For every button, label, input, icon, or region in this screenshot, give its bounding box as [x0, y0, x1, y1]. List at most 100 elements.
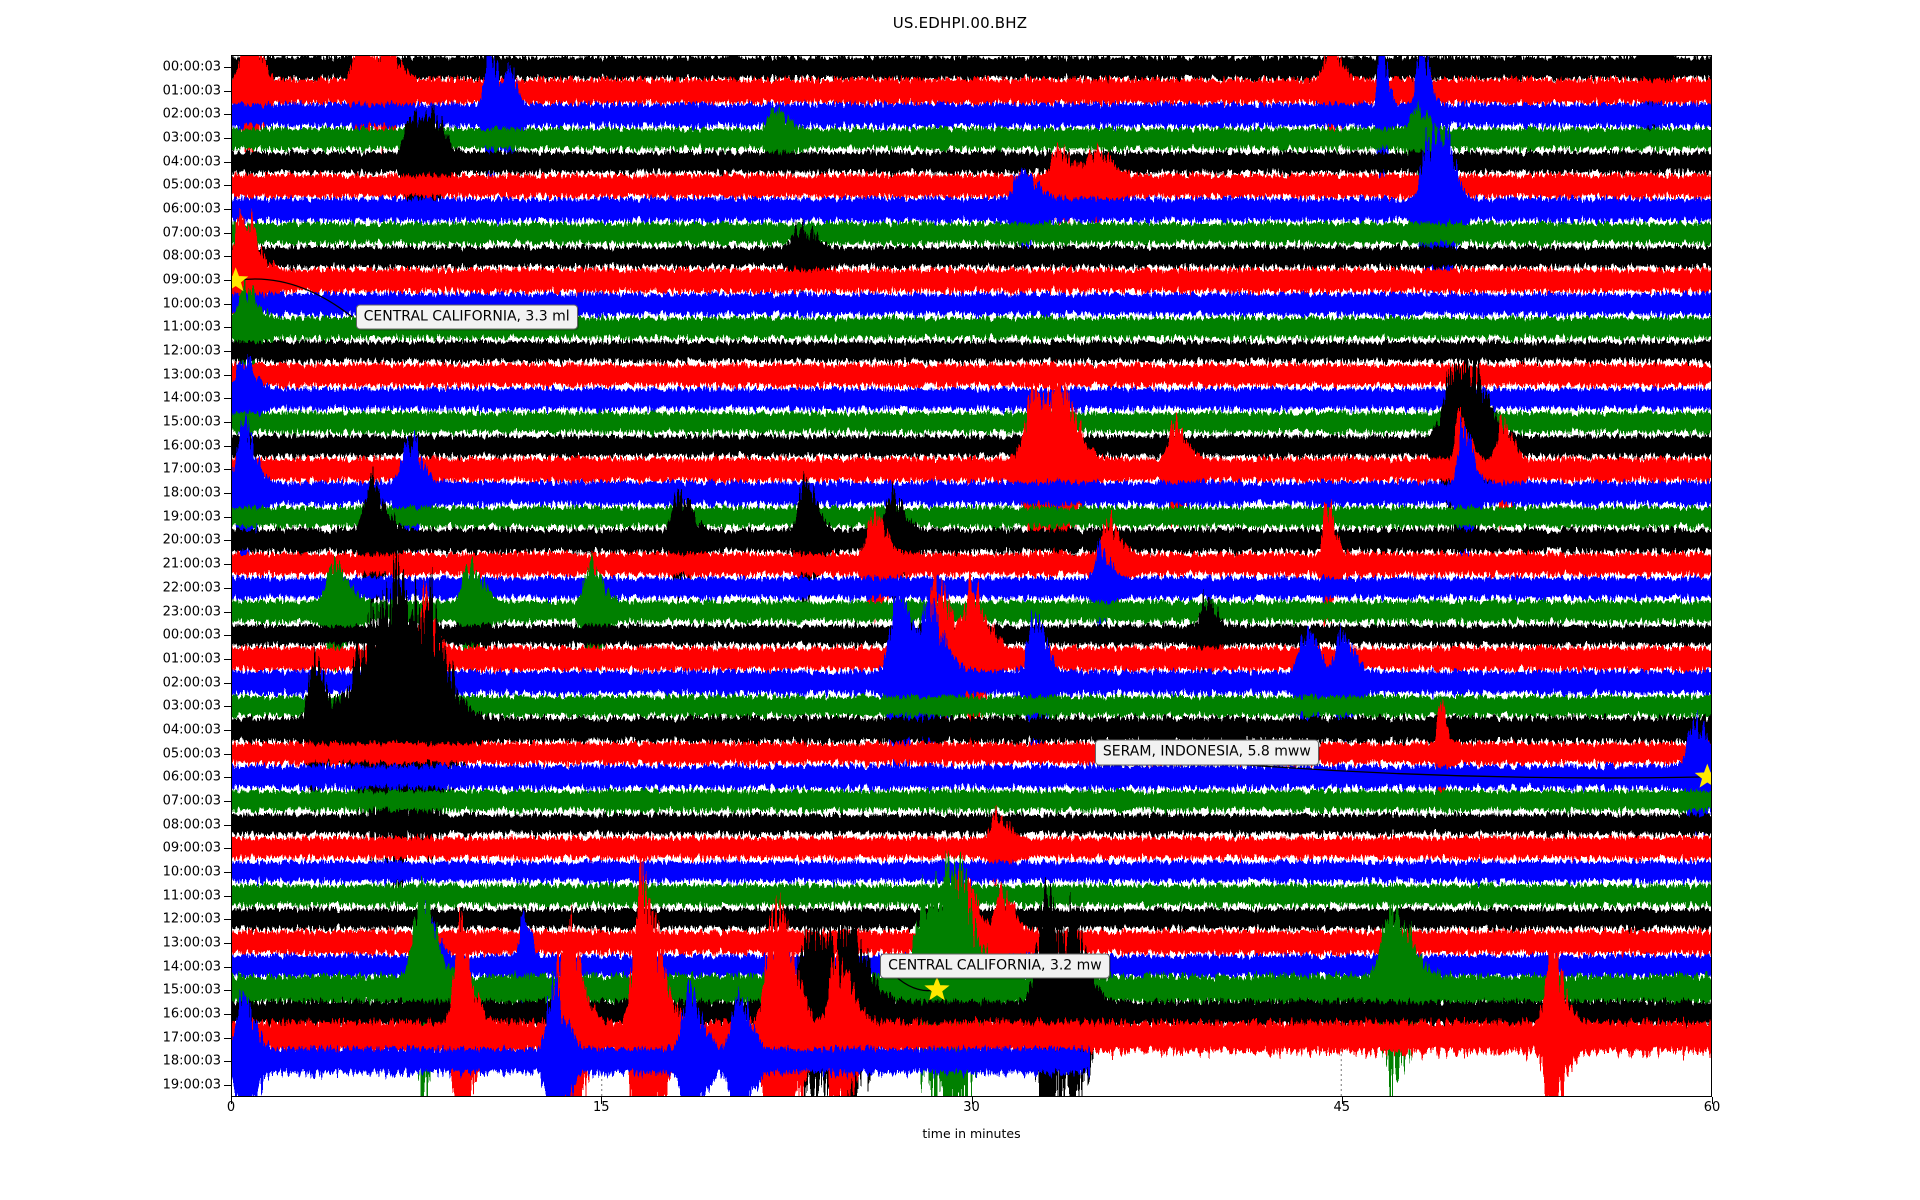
y-axis-tick-mark [224, 185, 231, 187]
y-axis-tick-label: 07:00:03 [162, 793, 221, 809]
y-axis-tick-label: 19:00:03 [162, 509, 221, 525]
y-axis-tick-mark [224, 943, 231, 945]
y-axis-tick-mark [224, 682, 231, 684]
page-title: US.EDHPI.00.BHZ [892, 14, 1028, 32]
x-axis-tick-labels: 0 15 30 45 60 [227, 1100, 1720, 1126]
waveform-traces [232, 56, 1711, 1096]
y-axis-tick-label: 19:00:03 [162, 1077, 221, 1093]
y-axis-tick-label: 18:00:03 [162, 485, 221, 501]
y-axis-tick-label: 07:00:03 [162, 225, 221, 241]
x-axis-tick-label: 0 [226, 1100, 236, 1115]
plot-area [231, 55, 1712, 1097]
y-axis-tick-mark [224, 351, 231, 353]
y-axis-tick-label: 23:00:03 [162, 604, 221, 620]
y-axis-tick-label: 10:00:03 [162, 296, 221, 312]
y-axis-tick-mark [224, 753, 231, 755]
y-axis-tick-label: 02:00:03 [162, 106, 221, 122]
y-axis-tick-label: 14:00:03 [162, 390, 221, 406]
y-axis-tick-mark [224, 777, 231, 779]
y-axis-tick-label: 12:00:03 [162, 911, 221, 927]
y-axis-tick-label: 16:00:03 [162, 438, 221, 454]
y-axis-tick-mark [224, 469, 231, 471]
x-axis-tick-mark [1341, 1097, 1343, 1104]
y-axis-tick-mark [224, 729, 231, 731]
event-star-marker [1694, 763, 1711, 788]
y-axis-tick-label: 21:00:03 [162, 556, 221, 572]
y-axis-tick-mark [224, 493, 231, 495]
y-axis-tick-mark [224, 1061, 231, 1063]
y-axis-tick-mark [224, 635, 231, 637]
y-axis-tick-mark [224, 516, 231, 518]
y-axis-tick-mark [224, 232, 231, 234]
x-axis-tick-marks [231, 1097, 1713, 1104]
y-axis-tick-mark [224, 872, 231, 874]
y-axis-tick-label: 20:00:03 [162, 532, 221, 548]
y-axis-tick-label: 01:00:03 [162, 83, 221, 99]
x-axis-tick-mark [601, 1097, 603, 1104]
event-star-marker [232, 267, 249, 292]
y-axis-tick-label: 06:00:03 [162, 769, 221, 785]
y-axis-tick-mark [224, 990, 231, 992]
y-axis-tick-marks [224, 55, 231, 1097]
x-axis-tick-label: 30 [963, 1100, 980, 1115]
y-axis-tick-label: 08:00:03 [162, 248, 221, 264]
x-axis-tick-mark [1712, 1097, 1713, 1104]
y-axis-tick-label: 09:00:03 [162, 840, 221, 856]
event-star-marker [924, 976, 950, 1001]
y-axis-tick-mark [224, 966, 231, 968]
y-axis-tick-label: 04:00:03 [162, 154, 221, 170]
y-axis-tick-mark [224, 374, 231, 376]
y-axis-tick-mark [224, 66, 231, 68]
y-axis-tick-label: 12:00:03 [162, 343, 221, 359]
y-axis-tick-label: 11:00:03 [162, 888, 221, 904]
y-axis-tick-mark [224, 161, 231, 163]
annotation-leader-lines [232, 267, 1711, 1001]
traces-clip [232, 56, 1711, 1096]
y-axis-tick-label: 01:00:03 [162, 651, 221, 667]
y-axis-tick-label: 04:00:03 [162, 722, 221, 738]
x-axis-tick-label: 45 [1333, 1100, 1351, 1115]
y-axis-tick-mark [224, 800, 231, 802]
y-axis-tick-label: 13:00:03 [162, 367, 221, 383]
y-axis-tick-label: 10:00:03 [162, 864, 221, 880]
y-axis-tick-label: 14:00:03 [162, 959, 221, 975]
y-axis-tick-mark [224, 445, 231, 447]
y-axis-tick-label: 05:00:03 [162, 746, 221, 762]
x-axis-tick-mark [231, 1097, 232, 1104]
y-axis-tick-mark [224, 279, 231, 281]
y-axis-tick-mark [224, 398, 231, 400]
y-axis-tick-mark [224, 327, 231, 329]
y-axis-tick-label: 09:00:03 [162, 272, 221, 288]
y-axis-tick-mark [224, 919, 231, 921]
y-axis-tick-label: 06:00:03 [162, 201, 221, 217]
y-axis-tick-mark [224, 587, 231, 589]
y-axis-tick-label: 13:00:03 [162, 935, 221, 951]
y-axis-tick-mark [224, 895, 231, 897]
y-axis-tick-mark [224, 208, 231, 210]
y-axis-tick-label: 03:00:03 [162, 698, 221, 714]
y-axis-tick-label: 18:00:03 [162, 1053, 221, 1069]
x-axis-tick-label: 15 [592, 1100, 610, 1115]
y-axis-tick-label: 15:00:03 [162, 414, 221, 430]
y-axis-tick-mark [224, 114, 231, 116]
x-axis-tick-mark [971, 1097, 973, 1104]
y-axis-tick-mark [224, 611, 231, 613]
y-axis-tick-mark [224, 256, 231, 258]
y-axis-tick-label: 00:00:03 [162, 59, 221, 75]
y-axis-tick-label: 22:00:03 [162, 580, 221, 596]
x-axis-title: time in minutes [922, 1126, 1021, 1141]
y-axis-tick-label: 11:00:03 [162, 319, 221, 335]
y-axis-tick-mark [224, 422, 231, 424]
y-axis-tick-mark [224, 706, 231, 708]
annotation-central-california-32mw: CENTRAL CALIFORNIA, 3.2 mw [880, 953, 1110, 979]
y-axis-tick-label: 16:00:03 [162, 1006, 221, 1022]
y-axis-tick-mark [224, 848, 231, 850]
y-axis-tick-label: 05:00:03 [162, 177, 221, 193]
annotation-central-california-33ml: CENTRAL CALIFORNIA, 3.3 ml [355, 304, 578, 330]
y-axis-tick-label: 02:00:03 [162, 675, 221, 691]
y-axis-tick-mark [224, 137, 231, 139]
y-axis-tick-label: 08:00:03 [162, 817, 221, 833]
y-axis-tick-label: 15:00:03 [162, 982, 221, 998]
x-axis-tick-label: 60 [1703, 1100, 1721, 1115]
